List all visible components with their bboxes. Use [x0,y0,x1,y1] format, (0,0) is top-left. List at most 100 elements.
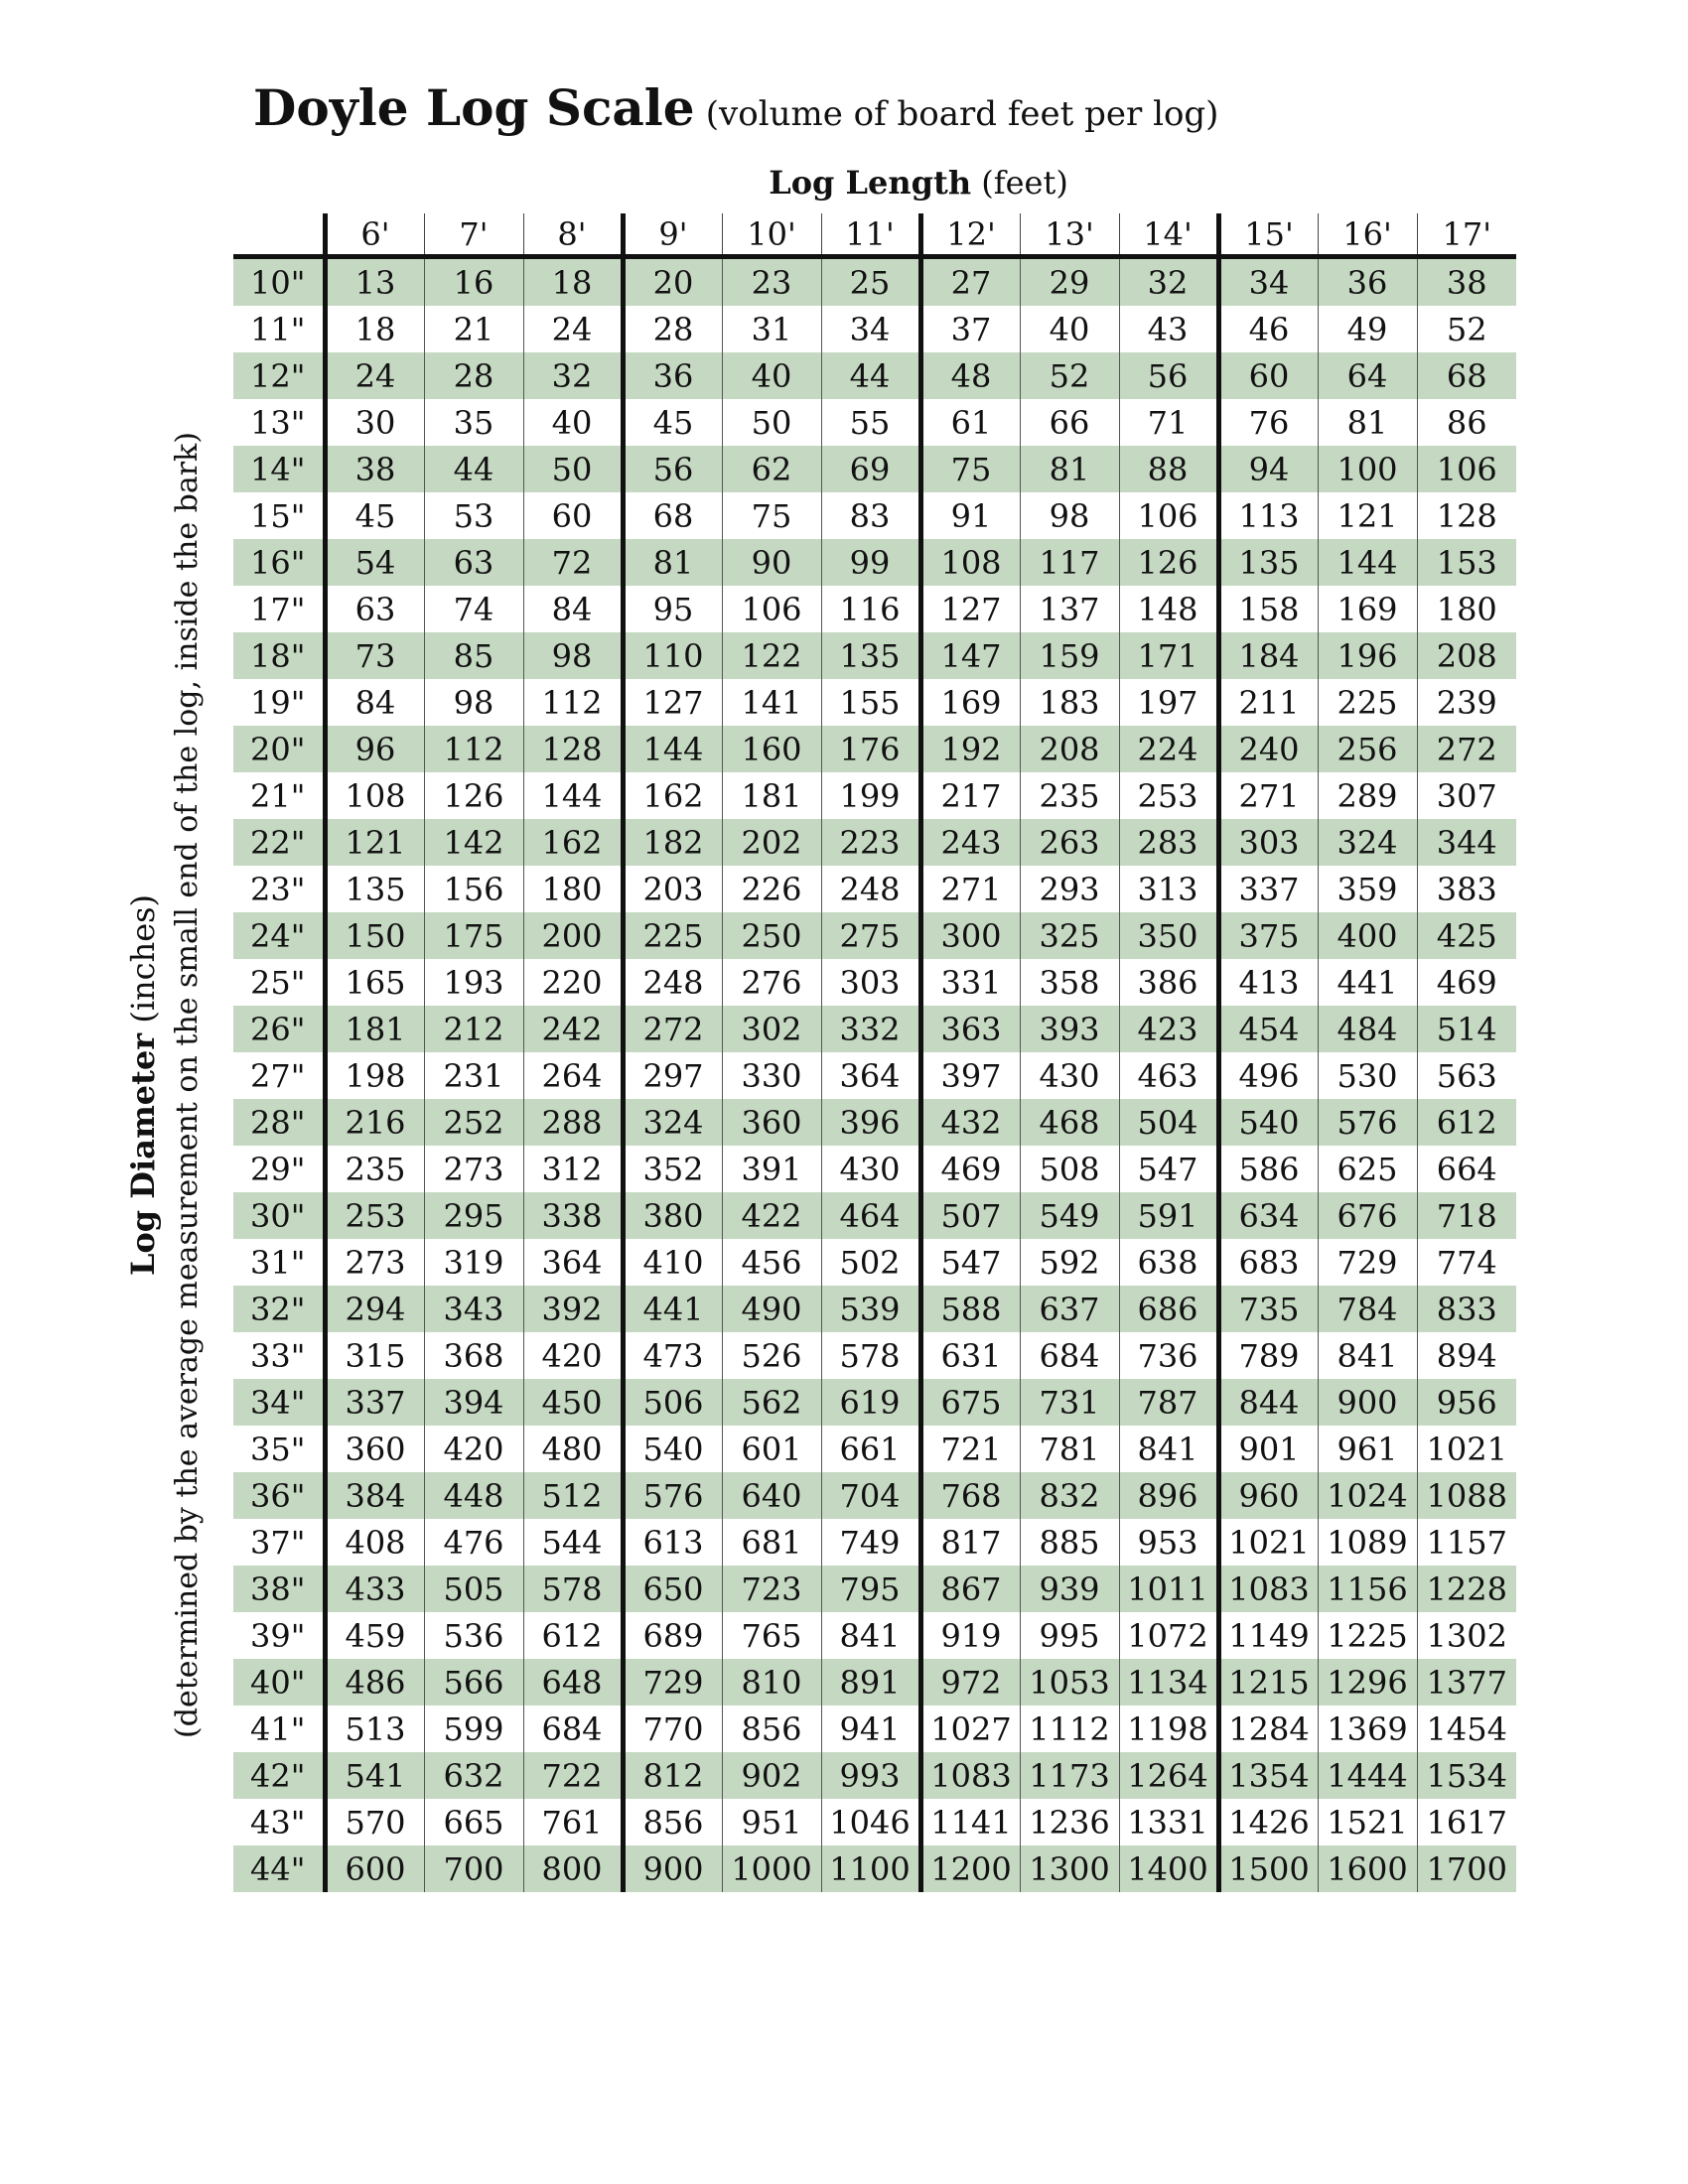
volume-cell: 459 [322,1612,424,1659]
volume-cell: 448 [423,1472,523,1519]
volume-cell: 539 [820,1286,920,1332]
volume-cell: 106 [1118,492,1218,539]
diameter-cell: 34" [250,1383,306,1422]
volume-cell: 182 [620,819,722,866]
volume-cell: 250 [721,912,821,959]
volume-cell: 360 [721,1099,821,1146]
volume-cell: 64 [1317,352,1417,399]
diameter-cell: 23" [250,870,306,908]
volume-cell: 469 [917,1146,1020,1192]
volume-cell: 513 [322,1706,424,1752]
volume-cell: 586 [1215,1146,1318,1192]
header-corner [233,213,325,257]
length-header: 6' [322,213,424,257]
table-row: 36" 384 448 512 576 640 704 768 832 896 960 1024 108… [233,1472,1516,1519]
table-row: 37" 408 476 544 613 681 749 817 885 953 1021 1089 11… [233,1519,1516,1566]
volume-cell: 307 [1416,772,1516,819]
volume-cell: 729 [1317,1239,1417,1286]
volume-cell: 704 [820,1472,920,1519]
volume-cell: 480 [522,1426,623,1472]
length-header: 14' [1118,213,1218,257]
diameter-cell: 10" [250,263,306,302]
volume-cell: 547 [917,1239,1020,1286]
volume-cell: 36 [620,352,722,399]
volume-cell: 21 [423,306,523,352]
volume-cell: 352 [620,1146,722,1192]
volume-cell: 364 [522,1239,623,1286]
volume-cell: 841 [1118,1426,1218,1472]
volume-cell: 73 [322,632,424,679]
volume-cell: 833 [1416,1286,1516,1332]
volume-cell: 856 [721,1706,821,1752]
volume-cell: 768 [917,1472,1020,1519]
volume-cell: 956 [1416,1379,1516,1426]
volume-cell: 169 [917,679,1020,726]
volume-cell: 144 [1317,539,1417,586]
volume-cell: 98 [423,679,523,726]
volume-cell: 1700 [1416,1845,1516,1892]
volume-cell: 24 [522,306,623,352]
volume-cell: 722 [522,1752,623,1799]
volume-cell: 761 [522,1799,623,1845]
volume-cell: 283 [1118,819,1218,866]
volume-cell: 441 [1317,959,1417,1006]
volume-cell: 433 [322,1566,424,1612]
volume-cell: 176 [820,726,920,772]
volume-cell: 625 [1317,1146,1417,1192]
table-row: 38" 433 505 578 650 723 795 867 939 1011 1083 1156 1… [233,1566,1516,1612]
volume-cell: 364 [820,1052,920,1099]
volume-cell: 469 [1416,959,1516,1006]
volume-cell: 563 [1416,1052,1516,1099]
volume-cell: 408 [322,1519,424,1566]
volume-cell: 512 [522,1472,623,1519]
table-row: 27" 198 231 264 297 330 364 397 430 463 496 530 563 [233,1052,1516,1099]
volume-cell: 159 [1019,632,1119,679]
volume-cell: 423 [1118,1006,1218,1052]
volume-cell: 588 [917,1286,1020,1332]
volume-cell: 116 [820,586,920,632]
volume-cell: 144 [522,772,623,819]
volume-cell: 1173 [1019,1752,1119,1799]
volume-cell: 50 [522,446,623,492]
volume-cell: 240 [1215,726,1318,772]
volume-cell: 121 [1317,492,1417,539]
volume-cell: 193 [423,959,523,1006]
volume-cell: 169 [1317,586,1417,632]
volume-cell: 99 [820,539,920,586]
volume-cell: 63 [322,586,424,632]
volume-cell: 541 [322,1752,424,1799]
volume-cell: 52 [1416,306,1516,352]
volume-cell: 1534 [1416,1752,1516,1799]
volume-cell: 332 [820,1006,920,1052]
volume-cell: 939 [1019,1566,1119,1612]
diameter-cell: 43" [250,1803,306,1842]
volume-cell: 812 [620,1752,722,1799]
table-row: 13" 30 35 40 45 50 55 61 66 71 76 81 86 [233,399,1516,446]
volume-cell: 576 [1317,1099,1417,1146]
volume-cell: 396 [820,1099,920,1146]
volume-cell: 20 [620,256,722,306]
volume-cell: 273 [423,1146,523,1192]
volume-cell: 1331 [1118,1799,1218,1845]
volume-cell: 795 [820,1566,920,1612]
volume-cell: 832 [1019,1472,1119,1519]
volume-cell: 867 [917,1566,1020,1612]
volume-cell: 200 [522,912,623,959]
diameter-cell: 28" [250,1103,306,1142]
volume-cell: 547 [1118,1146,1218,1192]
volume-cell: 155 [820,679,920,726]
volume-cell: 148 [1118,586,1218,632]
volume-cell: 684 [1019,1332,1119,1379]
volume-cell: 1300 [1019,1845,1119,1892]
volume-cell: 544 [522,1519,623,1566]
volume-cell: 765 [721,1612,821,1659]
diameter-cell: 24" [250,916,306,955]
volume-cell: 158 [1215,586,1318,632]
volume-cell: 951 [721,1799,821,1845]
volume-cell: 1444 [1317,1752,1417,1799]
volume-cell: 490 [721,1286,821,1332]
volume-cell: 34 [820,306,920,352]
volume-cell: 235 [322,1146,424,1192]
volume-cell: 721 [917,1426,1020,1472]
volume-cell: 1228 [1416,1566,1516,1612]
